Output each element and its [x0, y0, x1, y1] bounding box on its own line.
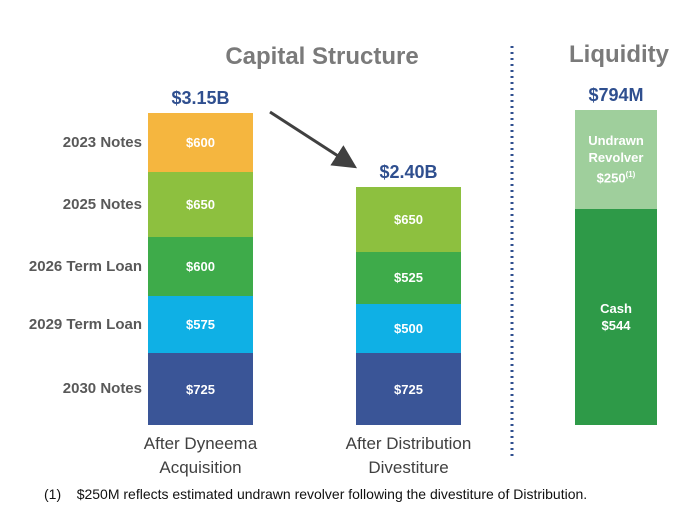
series-name: 2030 Notes — [62, 380, 142, 398]
value-label: $500 — [394, 320, 423, 337]
value-label: $250(1) — [597, 166, 636, 186]
value-label: $544 — [602, 317, 631, 334]
category-label: After Distribution Divestiture — [345, 434, 472, 477]
value-text: $725 — [394, 381, 423, 397]
bar-segment: $525 — [356, 251, 461, 304]
bar-segment: Undrawn Revolver $250(1) — [575, 110, 657, 210]
series-name: 2026 Term Loan — [28, 257, 142, 275]
value-label: $650 — [394, 211, 423, 228]
total-label: $3.15B — [171, 88, 230, 108]
footnote: (1) $250M reflects estimated undrawn rev… — [44, 486, 587, 502]
series-name: 2029 Term Loan — [28, 315, 142, 333]
value-label: $650 — [186, 196, 215, 213]
value-text: $575 — [186, 317, 215, 333]
bar-segment: $725 — [356, 353, 461, 425]
bar-segment: $500 — [356, 303, 461, 354]
chart-title: Liquidity — [569, 41, 669, 68]
value-text: $650 — [394, 211, 423, 227]
value-label: $600 — [186, 258, 215, 275]
chart-title: Capital Structure — [225, 43, 419, 70]
total-label: $794M — [588, 85, 644, 105]
value-text: $525 — [394, 270, 423, 286]
value-text: $500 — [394, 320, 423, 336]
arrow — [269, 110, 358, 169]
value-label: $575 — [186, 316, 215, 333]
value-text: $600 — [186, 259, 215, 274]
bar-segment: $650 — [148, 172, 253, 237]
series-name: 2025 Notes — [62, 195, 142, 213]
series-name: 2023 Notes — [62, 133, 142, 151]
value-text: $544 — [601, 318, 631, 334]
segment-name: Undrawn Revolver — [588, 133, 644, 166]
value-text: $650 — [186, 197, 215, 213]
footnote-text: $250M reflects estimated undrawn revolve… — [76, 486, 588, 502]
total-label: $2.40B — [379, 162, 438, 183]
value-label: $600 — [186, 134, 215, 151]
segment-name: Cash — [600, 301, 632, 317]
bar-segment: $650 — [356, 187, 461, 252]
category-label: After Dyneema Acquisition — [143, 434, 258, 477]
footnote-marker: (1) — [44, 486, 62, 502]
note-marker: (1) — [625, 170, 636, 180]
bar-segment: $725 — [148, 353, 253, 425]
bar-segment: $575 — [148, 296, 253, 354]
bar-segment: $600 — [148, 236, 253, 297]
value-text: $600 — [186, 135, 215, 151]
value-text: $725 — [186, 381, 215, 397]
value-label: $525 — [394, 269, 423, 286]
value-text: $250 — [596, 170, 626, 186]
value-label: $725 — [186, 381, 215, 398]
bar-segment: Cash $544 — [575, 209, 657, 425]
value-label: $725 — [394, 381, 423, 398]
bar-segment: $600 — [148, 113, 253, 173]
